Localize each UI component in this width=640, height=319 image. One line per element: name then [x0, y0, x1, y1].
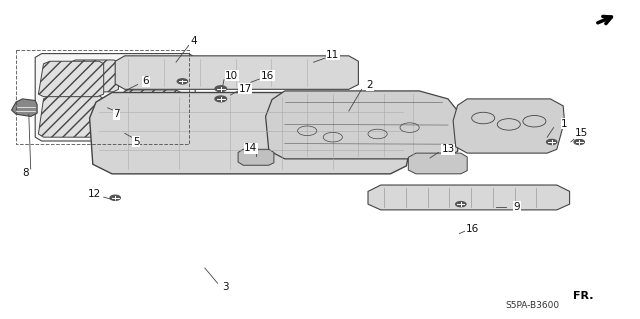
- Text: 2: 2: [367, 80, 373, 91]
- Text: 1: 1: [561, 119, 568, 129]
- Text: 17: 17: [239, 84, 252, 94]
- Circle shape: [456, 202, 466, 207]
- Circle shape: [574, 139, 584, 145]
- Circle shape: [110, 195, 120, 200]
- Circle shape: [215, 96, 227, 102]
- Polygon shape: [115, 56, 358, 89]
- Polygon shape: [408, 153, 467, 174]
- Text: 6: 6: [143, 76, 149, 86]
- Text: 9: 9: [514, 202, 520, 212]
- Text: 3: 3: [222, 282, 228, 292]
- Text: 14: 14: [244, 143, 257, 153]
- Polygon shape: [12, 99, 37, 116]
- Text: 11: 11: [326, 50, 339, 60]
- Polygon shape: [368, 185, 570, 210]
- Text: 13: 13: [442, 144, 454, 154]
- Text: 5: 5: [133, 137, 140, 147]
- Polygon shape: [266, 91, 461, 159]
- Text: S5PA-B3600: S5PA-B3600: [506, 301, 560, 310]
- Polygon shape: [118, 90, 181, 137]
- Text: 4: 4: [190, 36, 196, 47]
- Text: 12: 12: [88, 189, 101, 199]
- Polygon shape: [90, 93, 416, 174]
- Text: 8: 8: [22, 168, 29, 178]
- Polygon shape: [66, 60, 118, 92]
- Polygon shape: [38, 61, 104, 97]
- Polygon shape: [238, 149, 274, 165]
- Circle shape: [177, 79, 188, 84]
- Circle shape: [215, 86, 227, 92]
- Text: 10: 10: [225, 71, 238, 81]
- Polygon shape: [453, 99, 564, 153]
- Text: FR.: FR.: [573, 291, 593, 301]
- Circle shape: [547, 139, 557, 145]
- Text: 16: 16: [466, 224, 479, 234]
- Polygon shape: [38, 96, 104, 137]
- Polygon shape: [35, 54, 195, 141]
- Text: 7: 7: [113, 109, 120, 119]
- Text: 16: 16: [261, 71, 274, 81]
- Text: 15: 15: [575, 128, 588, 138]
